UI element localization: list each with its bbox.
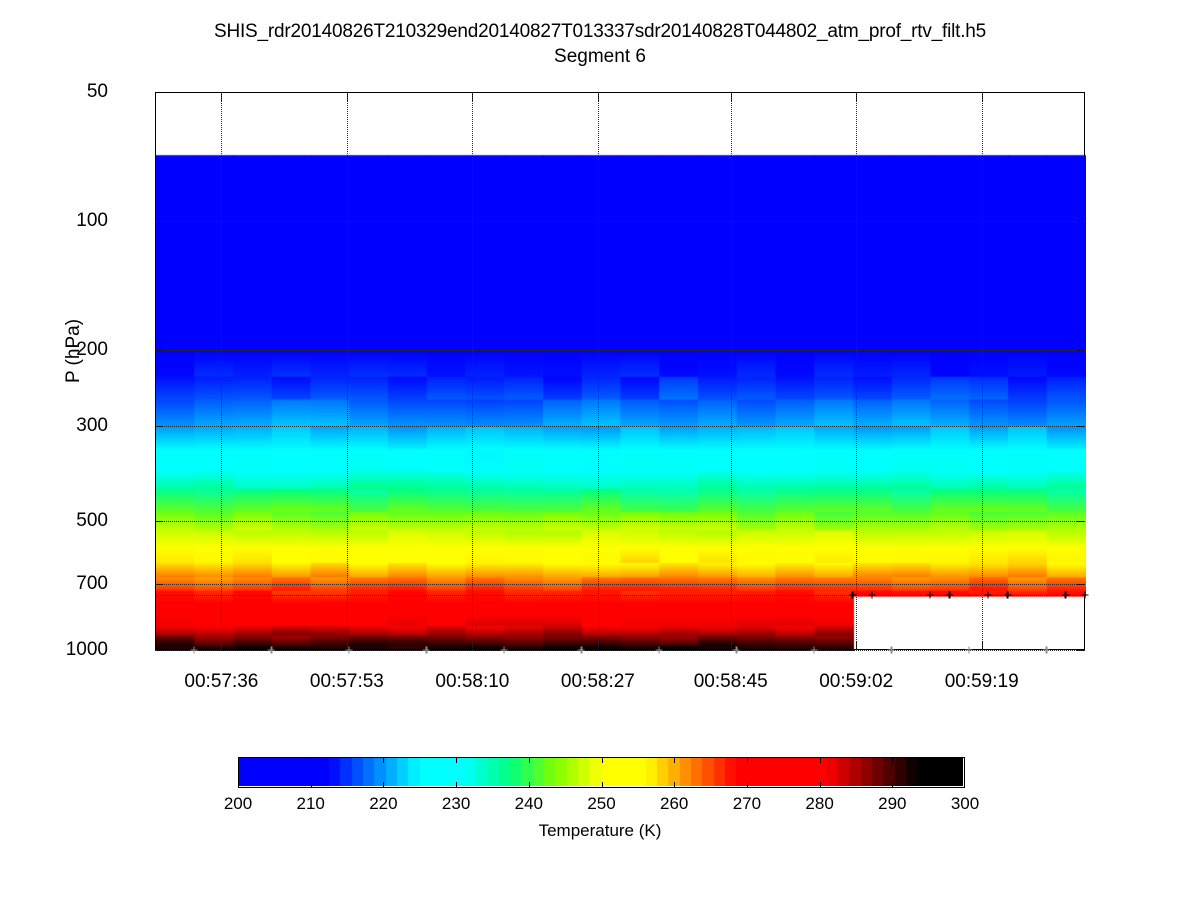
x-gridline	[981, 92, 983, 650]
colorbar-tick-mark	[601, 782, 603, 788]
x-tick-label: 00:57:36	[184, 671, 259, 692]
surface-pressure-marker	[849, 591, 856, 599]
colorbar-tick-mark	[746, 757, 748, 763]
colorbar-tick-label: 200	[223, 794, 253, 813]
colorbar-canvas	[239, 758, 963, 786]
colorbar-tick-label: 290	[878, 794, 907, 813]
bottom-level-marker	[422, 646, 430, 654]
bottom-level-marker	[500, 646, 508, 654]
bottom-level-marker	[887, 646, 895, 654]
colorbar-title: Temperature (K)	[538, 821, 662, 840]
colorbar-tick-label: 230	[441, 794, 471, 813]
colorbar-tick-label: 270	[732, 794, 762, 813]
colorbar-tick-mark	[528, 782, 530, 788]
bottom-level-marker	[190, 646, 198, 654]
x-tick-label: 00:58:27	[560, 671, 635, 692]
y-tick-label: 200	[76, 339, 108, 361]
x-gridline	[346, 92, 348, 650]
colorbar-tick-mark	[674, 782, 676, 788]
colorbar-tick-mark	[746, 782, 748, 788]
surface-pressure-marker	[1081, 591, 1089, 599]
colorbar-tick-label: 220	[369, 794, 398, 813]
heatmap-canvas	[156, 93, 1086, 651]
y-gridline	[155, 350, 1085, 352]
colorbar-tick-label: 300	[950, 794, 980, 813]
x-tick-label: 00:58:45	[693, 671, 768, 692]
bottom-level-marker	[655, 646, 663, 654]
colorbar-tick-label: 280	[805, 794, 834, 813]
plot-area	[155, 92, 1086, 651]
colorbar-tick-mark	[819, 782, 821, 788]
colorbar-tick-mark	[383, 757, 385, 763]
colorbar-tick-label: 240	[514, 794, 543, 813]
colorbar-tick-mark	[456, 757, 458, 763]
colorbar-tick-mark	[892, 757, 894, 763]
x-gridline	[221, 92, 223, 650]
x-tick-label: 00:57:53	[309, 671, 384, 692]
x-tick-label: 00:59:19	[944, 671, 1019, 692]
surface-pressure-marker	[926, 591, 934, 599]
colorbar-tick-label: 250	[587, 794, 616, 813]
colorbar-tick-label: 210	[296, 794, 325, 813]
bottom-level-marker	[267, 646, 275, 654]
y-tick-label: 50	[86, 81, 108, 102]
figure-title-segment: Segment 6	[554, 46, 646, 67]
colorbar-tick-mark	[674, 757, 676, 763]
surface-gridline	[155, 650, 1085, 651]
colorbar-tick-mark	[892, 782, 894, 788]
x-gridline	[856, 92, 858, 650]
colorbar-tick-mark	[601, 757, 603, 763]
y-tick-label: 100	[76, 210, 108, 232]
y-tick-mark	[1077, 92, 1085, 93]
y-gridline	[155, 520, 1085, 522]
surface-pressure-marker	[1062, 591, 1070, 599]
bottom-level-marker	[965, 646, 973, 654]
colorbar-tick-label: 260	[660, 794, 689, 813]
surface-pressure-marker	[984, 591, 992, 599]
colorbar-tick-mark	[310, 782, 312, 788]
x-gridline	[597, 92, 599, 650]
bottom-level-marker	[345, 646, 353, 654]
truncated-surface-gridline	[155, 595, 1085, 597]
y-tick-mark	[155, 92, 163, 93]
y-tick-label: 700	[76, 572, 108, 594]
colorbar-tick-mark	[819, 757, 821, 763]
colorbar-tick-mark	[456, 782, 458, 788]
x-gridline	[472, 92, 474, 650]
colorbar-tick-mark	[310, 757, 312, 763]
surface-pressure-marker	[1004, 591, 1011, 599]
bottom-level-marker	[732, 646, 740, 654]
colorbar-tick-mark	[383, 782, 385, 788]
y-gridline	[155, 583, 1085, 585]
colorbar-tick-mark	[528, 757, 530, 763]
x-tick-label: 00:59:02	[819, 671, 894, 692]
bottom-level-marker	[810, 646, 818, 654]
y-gridline	[155, 221, 1085, 223]
y-tick-label: 300	[76, 414, 108, 436]
y-tick-label: 500	[76, 509, 108, 531]
y-gridline	[155, 425, 1085, 427]
surface-pressure-marker	[945, 591, 953, 599]
figure-title-filename: SHIS_rdr20140826T210329end20140827T01333…	[213, 21, 987, 42]
bottom-level-marker	[1042, 646, 1050, 654]
x-gridline	[730, 92, 732, 650]
bottom-level-marker	[577, 646, 585, 654]
y-tick-label: 1000	[65, 639, 108, 660]
figure-title-block: SHIS_rdr20140826T210329end20140827T01333…	[0, 20, 1200, 70]
x-tick-label: 00:58:10	[435, 671, 510, 692]
surface-pressure-marker	[868, 591, 876, 599]
